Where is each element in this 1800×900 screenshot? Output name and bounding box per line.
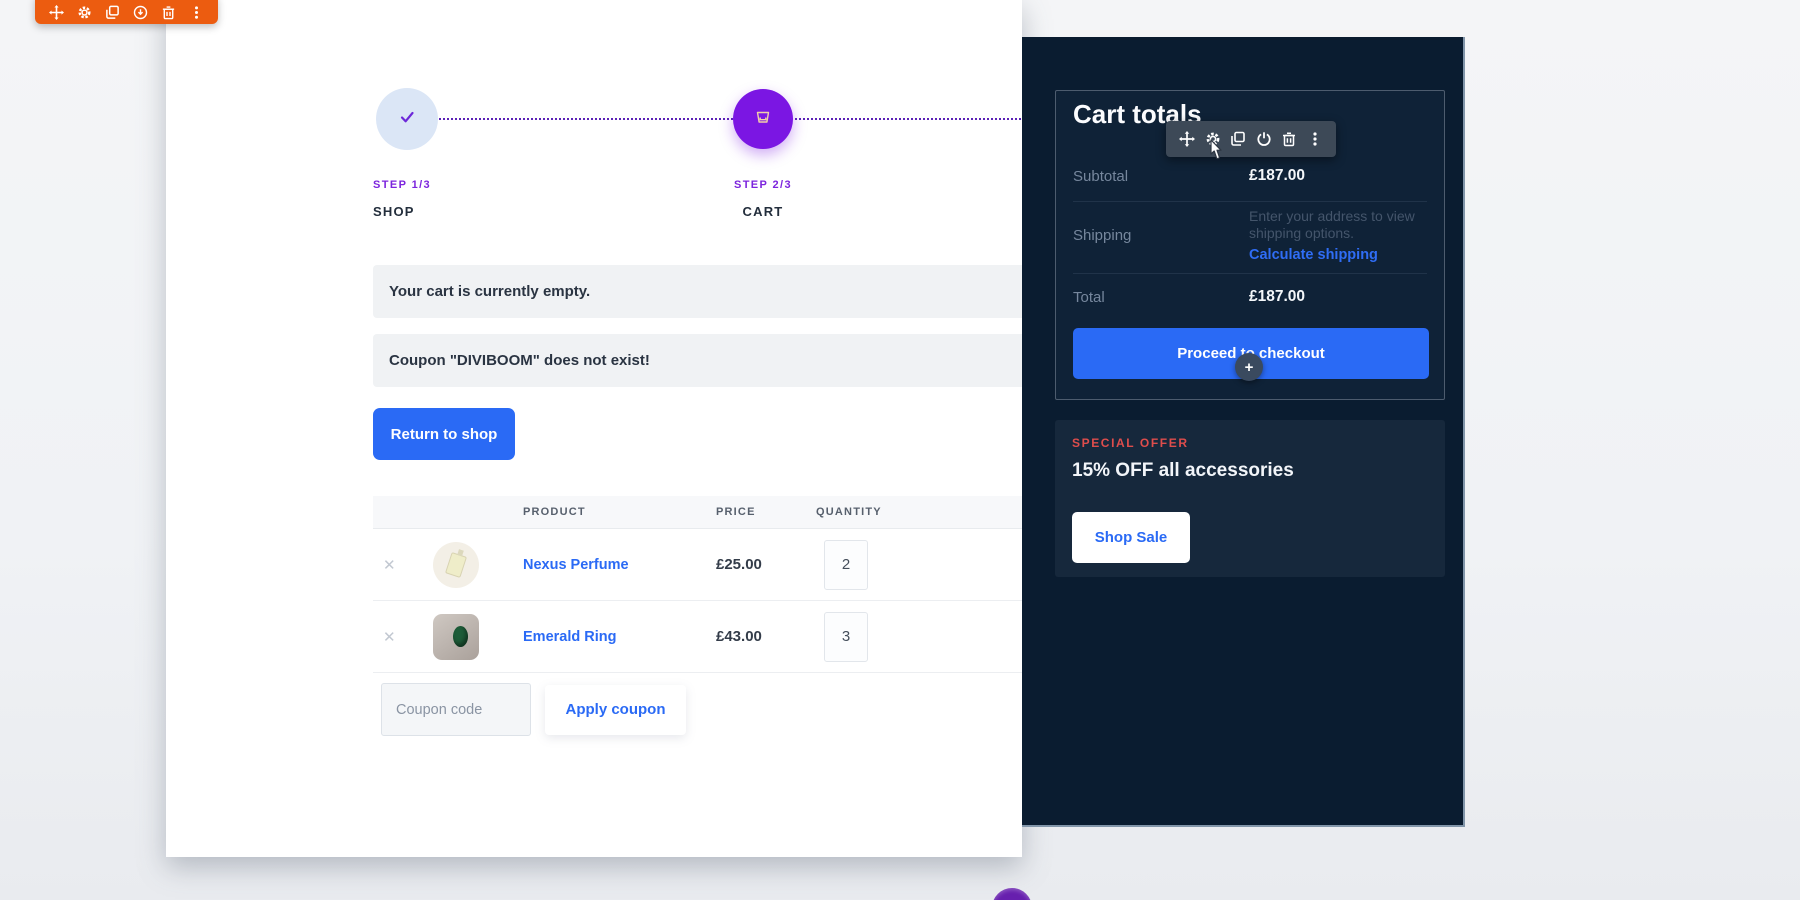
duplicate-icon[interactable] [1230,131,1246,147]
step-shop-circle[interactable] [376,88,438,150]
return-to-shop-button[interactable]: Return to shop [373,408,515,460]
settings-icon[interactable] [76,4,92,20]
apply-coupon-button[interactable]: Apply coupon [545,684,686,735]
shop-sale-button[interactable]: Shop Sale [1072,512,1190,563]
shipping-hint: Enter your address to view shipping opti… [1249,208,1439,264]
table-row: ✕ Nexus Perfume £25.00 2 £50.00 [373,529,1158,601]
quantity-input[interactable]: 3 [824,611,868,662]
step-number: STEP 2/3 [733,179,793,191]
product-link[interactable]: Emerald Ring [523,628,617,645]
col-price: PRICE [716,506,756,518]
special-offer-eyebrow: SPECIAL OFFER [1072,436,1189,450]
divider [1073,273,1427,274]
more-icon[interactable] [189,4,205,20]
product-image-perfume[interactable] [433,541,479,588]
notice-text: Your cart is currently empty. [389,283,591,300]
step-cart-circle[interactable] [733,89,793,149]
add-section-button[interactable] [992,888,1032,900]
quantity-input[interactable]: 2 [824,539,868,590]
total-label: Total [1073,289,1105,306]
subtotal-label: Subtotal [1073,168,1129,185]
disable-icon[interactable] [1256,131,1272,147]
cart-page-panel: STEP 1/3 SHOP STEP 2/3 CART STEP 3/3 CHE… [166,0,1158,857]
step-meta-shop: STEP 1/3 SHOP [373,179,593,219]
duplicate-icon[interactable] [104,4,120,20]
subtotal-value: £187.00 [1249,167,1306,184]
more-icon[interactable] [1307,131,1323,147]
shipping-hint-text: Enter your address to view shipping opti… [1249,208,1415,241]
delete-icon[interactable] [1281,131,1297,147]
product-price: £25.00 [716,556,762,573]
coupon-code-input[interactable] [381,683,531,736]
special-offer-card: SPECIAL OFFER 15% OFF all accessories Sh… [1055,420,1445,577]
shipping-label: Shipping [1073,227,1132,244]
divider [1073,201,1427,202]
step-number: STEP 1/3 [373,179,432,191]
move-icon[interactable] [48,4,64,20]
remove-item-icon[interactable]: ✕ [383,628,396,646]
product-link[interactable]: Nexus Perfume [523,556,629,573]
product-price: £43.00 [716,628,762,645]
step-label: CART [742,204,784,219]
module-toolbar [1166,121,1336,157]
section-toolbar [35,0,218,24]
save-icon[interactable] [133,4,149,20]
remove-item-icon[interactable]: ✕ [383,556,396,574]
col-quantity: QUANTITY [816,506,882,518]
perfume-bottle-graphic [444,551,468,578]
delete-icon[interactable] [161,4,177,20]
notice-text: Coupon "DIVIBOOM" does not exist! [389,352,650,369]
total-value: £187.00 [1249,288,1306,305]
step-label: SHOP [373,204,415,219]
emerald-gem-graphic [452,626,468,647]
check-icon [396,106,418,133]
product-image-ring[interactable] [433,613,479,660]
move-icon[interactable] [1179,131,1195,147]
calculate-shipping-link[interactable]: Calculate shipping [1249,247,1378,263]
special-offer-headline: 15% OFF all accessories [1072,460,1294,481]
cursor-pointer [1203,139,1227,170]
basket-icon [751,105,775,134]
col-product: PRODUCT [523,506,586,518]
add-module-button[interactable]: + [1235,353,1263,381]
step-meta-cart: STEP 2/3 CART [653,179,873,219]
cart-totals-section: Cart totals Subtotal £187.00 Shipping En… [1022,37,1465,827]
